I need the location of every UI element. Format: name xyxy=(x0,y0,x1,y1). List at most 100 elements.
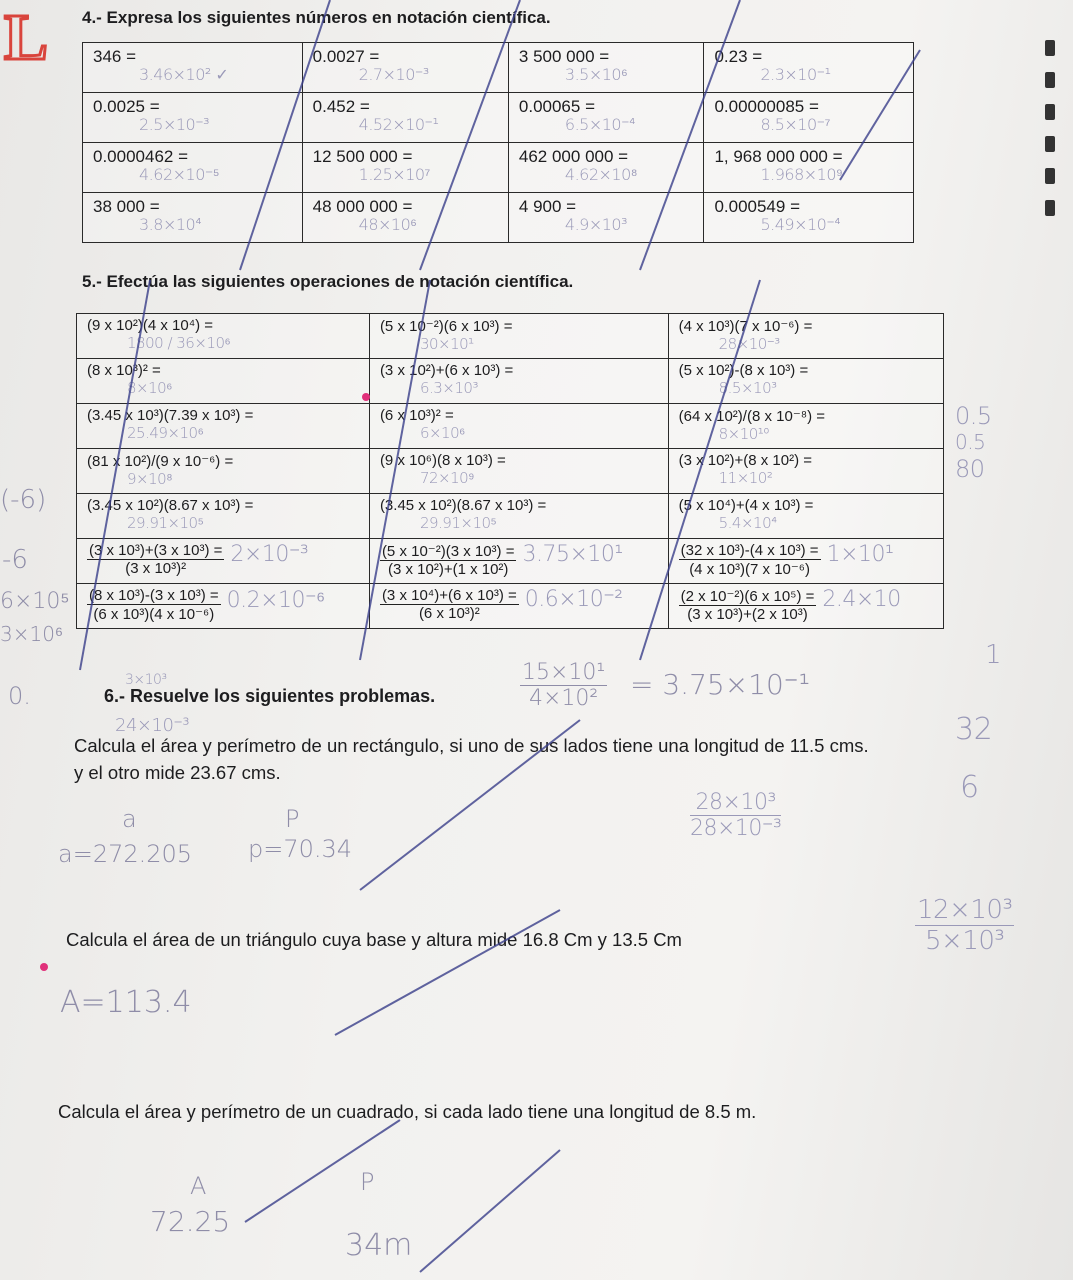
handwritten-answer: 0.2×10⁻⁶ xyxy=(226,588,326,613)
exercise-text: 346 = xyxy=(93,47,137,66)
handwritten-answer: 2×10⁻³ xyxy=(230,542,309,567)
handwritten-answer: 4.9×10³ xyxy=(564,215,628,234)
numerator: (8 x 10³)-(3 x 10³) = xyxy=(87,587,221,605)
table-cell: 4 900 = 4.9×10³ xyxy=(507,192,705,243)
denominator: (6 x 10³)(4 x 10⁻⁶) xyxy=(93,606,215,623)
handwritten-answer: 8×10¹⁰ xyxy=(718,425,770,443)
margin-note-left: -6 xyxy=(2,545,28,575)
exercise-text: (5 x 10²)-(8 x 10³) = xyxy=(678,362,809,379)
exercise-text: 48 000 000 = xyxy=(312,197,413,216)
handwritten-answer: 6.3×10³ xyxy=(419,379,479,397)
table-cell: (9 x 10⁶)(8 x 10³) = 72×10⁹ xyxy=(368,448,669,494)
scratch-fraction: 28×10³ 28×10⁻³ xyxy=(690,790,782,841)
problem3-answer-area: 72.25 xyxy=(150,1205,231,1238)
check-stroke xyxy=(244,1119,401,1223)
fraction-exercise: (5 x 10⁻²)(3 x 10³) = (3 x 10²)+(1 x 10²) xyxy=(379,542,517,578)
margin-note-right: 32 xyxy=(955,712,993,747)
table-cell: 0.0025 = 2.5×10⁻³ xyxy=(82,92,303,143)
exercise-text: 1, 968 000 000 = xyxy=(714,147,843,166)
binding-hole xyxy=(1045,40,1055,56)
numerator: (5 x 10⁻²)(3 x 10³) = xyxy=(379,543,517,561)
numerator: (3 x 10⁴)+(6 x 10³) = xyxy=(379,587,519,605)
margin-note-right: 80 xyxy=(955,455,985,483)
numerator: (32 x 10³)-(4 x 10³) = xyxy=(678,542,821,560)
table-cell: (8 x 10³)-(3 x 10³) = (6 x 10³)(4 x 10⁻⁶)… xyxy=(76,583,370,629)
exercise-text: 12 500 000 = xyxy=(312,147,413,166)
table-cell: (3.45 x 10³)(7.39 x 10³) = 25.49×10⁶ xyxy=(76,403,370,449)
table-cell: 0.000549 = 5.49×10⁻⁴ xyxy=(703,192,914,243)
denominator: (3 x 10³)+(2 x 10³) xyxy=(687,606,808,623)
exercise-text: (3.45 x 10²)(8.67 x 10³) = xyxy=(379,497,547,514)
exercise-text: (81 x 10²)/(9 x 10⁻⁶) = xyxy=(87,453,234,470)
exercise-text: 0.00000085 = xyxy=(714,97,819,116)
binding-hole xyxy=(1045,136,1055,152)
numerator: (2 x 10⁻²)(6 x 10⁵) = xyxy=(678,588,817,606)
fraction-exercise: (3 x 10³)+(3 x 10³) = (3 x 10³)² xyxy=(87,542,225,577)
table-cell: (5 x 10⁴)+(4 x 10³) = 5.4×10⁴ xyxy=(667,493,945,539)
table-cell: 0.0000462 = 4.62×10⁻⁵ xyxy=(82,142,303,193)
table-cell: (3.45 x 10²)(8.67 x 10³) = 29.91×10⁵ xyxy=(76,493,370,539)
scratch-result: = 3.75×10⁻¹ xyxy=(630,668,810,701)
handwritten-answer: 4.62×10⁻⁵ xyxy=(139,165,219,184)
handwritten-answer: 1800 / 36×10⁶ xyxy=(127,334,231,352)
table-cell: 1, 968 000 000 = 1.968×10⁹ xyxy=(703,142,914,193)
table-cell: (5 x 10⁻²)(3 x 10³) = (3 x 10²)+(1 x 10²)… xyxy=(368,538,669,584)
table-cell: 0.00000085 = 8.5×10⁻⁷ xyxy=(703,92,914,143)
denominator: (3 x 10³)² xyxy=(125,560,187,577)
handwritten-answer: 28×10⁻³ xyxy=(718,335,781,353)
problem1-label-p: P xyxy=(285,805,300,833)
margin-note-right: 1 xyxy=(985,640,1002,670)
handwritten-answer: 1.968×10⁹ xyxy=(760,165,843,184)
exercise-text: 38 000 = xyxy=(93,197,160,216)
table-cell: (2 x 10⁻²)(6 x 10⁵) = (3 x 10³)+(2 x 10³)… xyxy=(667,583,945,629)
margin-note-right: 0.5 xyxy=(955,430,986,454)
table-cell: 3 500 000 = 3.5×10⁶ xyxy=(507,42,705,93)
table-cell: (3 x 10²)+(8 x 10²) = 11×10² xyxy=(667,448,945,494)
section5-table: (9 x 10²)(4 x 10⁴) = 1800 / 36×10⁶ (5 x 10… xyxy=(76,313,945,629)
table-cell: (3 x 10²)+(6 x 10³) = 6.3×10³ xyxy=(368,358,669,404)
section5-title: 5.- Efectúa las siguientes operaciones d… xyxy=(82,272,574,291)
fraction-exercise: (3 x 10⁴)+(6 x 10³) = (6 x 10³)² xyxy=(379,587,519,622)
denominator: (4 x 10³)(7 x 10⁻⁶) xyxy=(689,561,810,578)
exercise-text: (5 x 10⁴)+(4 x 10³) = xyxy=(678,497,814,514)
exercise-text: (3.45 x 10²)(8.67 x 10³) = xyxy=(87,497,254,514)
handwritten-answer: 3.75×10¹ xyxy=(522,542,623,567)
handwritten-answer: 29.91×10⁵ xyxy=(127,514,204,532)
table-cell: 12 500 000 = 1.25×10⁷ xyxy=(301,142,509,193)
exercise-text: 0.00065 = xyxy=(518,97,595,116)
exercise-text: 0.000549 = xyxy=(714,197,800,216)
handwritten-answer: 2.4×10 xyxy=(822,587,901,612)
table-cell: 48 000 000 = 48×10⁶ xyxy=(301,192,509,243)
margin-note-left: 0. xyxy=(8,682,31,710)
handwritten-answer: 30×10¹ xyxy=(419,335,474,353)
denominator: (3 x 10²)+(1 x 10²) xyxy=(387,561,509,578)
exercise-text: 462 000 000 = xyxy=(518,147,629,166)
table-cell: (32 x 10³)-(4 x 10³) = (4 x 10³)(7 x 10⁻⁶… xyxy=(667,538,945,584)
handwritten-answer: 72×10⁹ xyxy=(419,469,475,487)
table-cell: (8 x 10³)² = 8×10⁶ xyxy=(76,358,370,404)
exercise-text: (9 x 10⁶)(8 x 10³) = xyxy=(379,452,506,469)
margin-note-right: 0.5 xyxy=(955,402,992,430)
handwritten-answer: 3.46×10² ✓ xyxy=(139,65,229,84)
notebook-binding xyxy=(1043,0,1073,260)
margin-note-left: (-6) xyxy=(0,485,47,515)
binding-hole xyxy=(1045,168,1055,184)
exercise-text: (3 x 10²)+(8 x 10²) = xyxy=(678,452,812,469)
exercise-text: (64 x 10²)/(8 x 10⁻⁸) = xyxy=(678,408,825,425)
handwritten-answer: 1.25×10⁷ xyxy=(358,165,431,184)
table-row: (81 x 10²)/(9 x 10⁻⁶) = 9×10⁸ (9 x 10⁶)(8 … xyxy=(76,448,945,494)
problem-3: Calcula el área y perímetro de un cuadra… xyxy=(58,1101,757,1122)
handwritten-answer: 6.5×10⁻⁴ xyxy=(564,115,636,134)
fraction-exercise: (8 x 10³)-(3 x 10³) = (6 x 10³)(4 x 10⁻⁶) xyxy=(87,587,221,623)
table-cell: (3 x 10⁴)+(6 x 10³) = (6 x 10³)²0.6×10⁻² xyxy=(368,583,669,629)
handwritten-answer: 8×10⁶ xyxy=(127,379,172,397)
problem1-answer-perimeter: p=70.34 xyxy=(248,835,353,863)
margin-note-below: 3×10³ xyxy=(125,672,167,688)
handwritten-answer: 25.49×10⁶ xyxy=(127,424,204,442)
fraction-exercise: (2 x 10⁻²)(6 x 10⁵) = (3 x 10³)+(2 x 10³) xyxy=(678,587,817,623)
section4-table: 346 = 3.46×10² ✓ 0.0027 = 2.7×10⁻³ 3 500 000… xyxy=(82,42,914,243)
table-cell: (9 x 10²)(4 x 10⁴) = 1800 / 36×10⁶ xyxy=(76,313,370,359)
table-cell: (6 x 10³)² = 6×10⁶ xyxy=(368,403,669,449)
exercise-text: 4 900 = xyxy=(518,197,577,216)
handwritten-answer: 3.8×10⁴ xyxy=(139,215,202,234)
